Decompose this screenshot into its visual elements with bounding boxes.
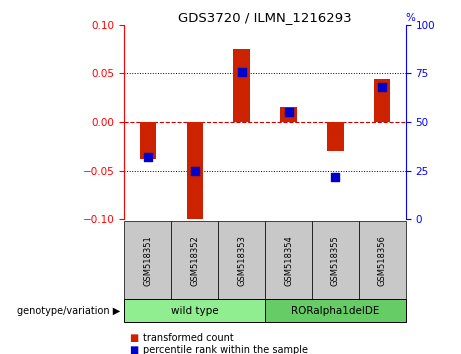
Text: ■: ■ bbox=[129, 333, 138, 343]
Text: GSM518355: GSM518355 bbox=[331, 235, 340, 286]
Bar bbox=[187, 122, 203, 224]
Bar bbox=[233, 49, 250, 122]
Text: GSM518354: GSM518354 bbox=[284, 235, 293, 286]
Text: genotype/variation ▶: genotype/variation ▶ bbox=[17, 306, 120, 316]
Bar bbox=[327, 122, 343, 152]
Bar bbox=[280, 107, 297, 122]
Text: wild type: wild type bbox=[171, 306, 219, 316]
Point bbox=[191, 168, 198, 174]
Text: ■: ■ bbox=[129, 345, 138, 354]
Text: transformed count: transformed count bbox=[143, 333, 234, 343]
Point bbox=[332, 174, 339, 179]
Text: GSM518351: GSM518351 bbox=[143, 235, 153, 286]
Text: GSM518356: GSM518356 bbox=[378, 235, 387, 286]
Text: GSM518353: GSM518353 bbox=[237, 235, 246, 286]
Bar bbox=[140, 122, 156, 159]
Text: %: % bbox=[406, 13, 415, 23]
Bar bbox=[374, 79, 390, 122]
Point bbox=[144, 154, 152, 160]
Point bbox=[285, 110, 292, 115]
Text: RORalpha1delDE: RORalpha1delDE bbox=[291, 306, 379, 316]
Title: GDS3720 / ILMN_1216293: GDS3720 / ILMN_1216293 bbox=[178, 11, 352, 24]
Point bbox=[238, 69, 245, 74]
Point bbox=[378, 84, 386, 90]
Text: GSM518352: GSM518352 bbox=[190, 235, 199, 286]
Text: percentile rank within the sample: percentile rank within the sample bbox=[143, 345, 308, 354]
